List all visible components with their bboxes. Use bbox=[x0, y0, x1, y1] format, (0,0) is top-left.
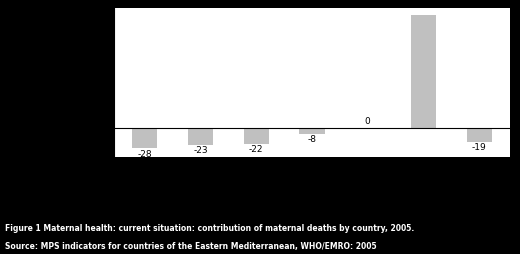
Text: -23: -23 bbox=[193, 146, 208, 155]
Text: Figure 1 Maternal health: current situation: contribution of maternal deaths by : Figure 1 Maternal health: current situat… bbox=[5, 224, 414, 233]
Bar bbox=[133, 128, 158, 149]
Y-axis label: % change in maternal mortality
ratio : 1990–2005: % change in maternal mortality ratio : 1… bbox=[62, 10, 82, 155]
Bar bbox=[300, 128, 324, 134]
Text: -19: -19 bbox=[472, 143, 487, 152]
Text: -28: -28 bbox=[138, 150, 152, 159]
Text: -8: -8 bbox=[307, 135, 317, 144]
Bar bbox=[244, 128, 269, 144]
Text: Source: MPS indicators for countries of the Eastern Mediterranean, WHO/EMRO: 200: Source: MPS indicators for countries of … bbox=[5, 242, 377, 251]
Bar bbox=[411, 15, 436, 128]
Bar bbox=[466, 128, 491, 142]
Bar bbox=[188, 128, 213, 145]
Text: -22: -22 bbox=[249, 146, 264, 154]
Text: 0: 0 bbox=[365, 117, 371, 126]
